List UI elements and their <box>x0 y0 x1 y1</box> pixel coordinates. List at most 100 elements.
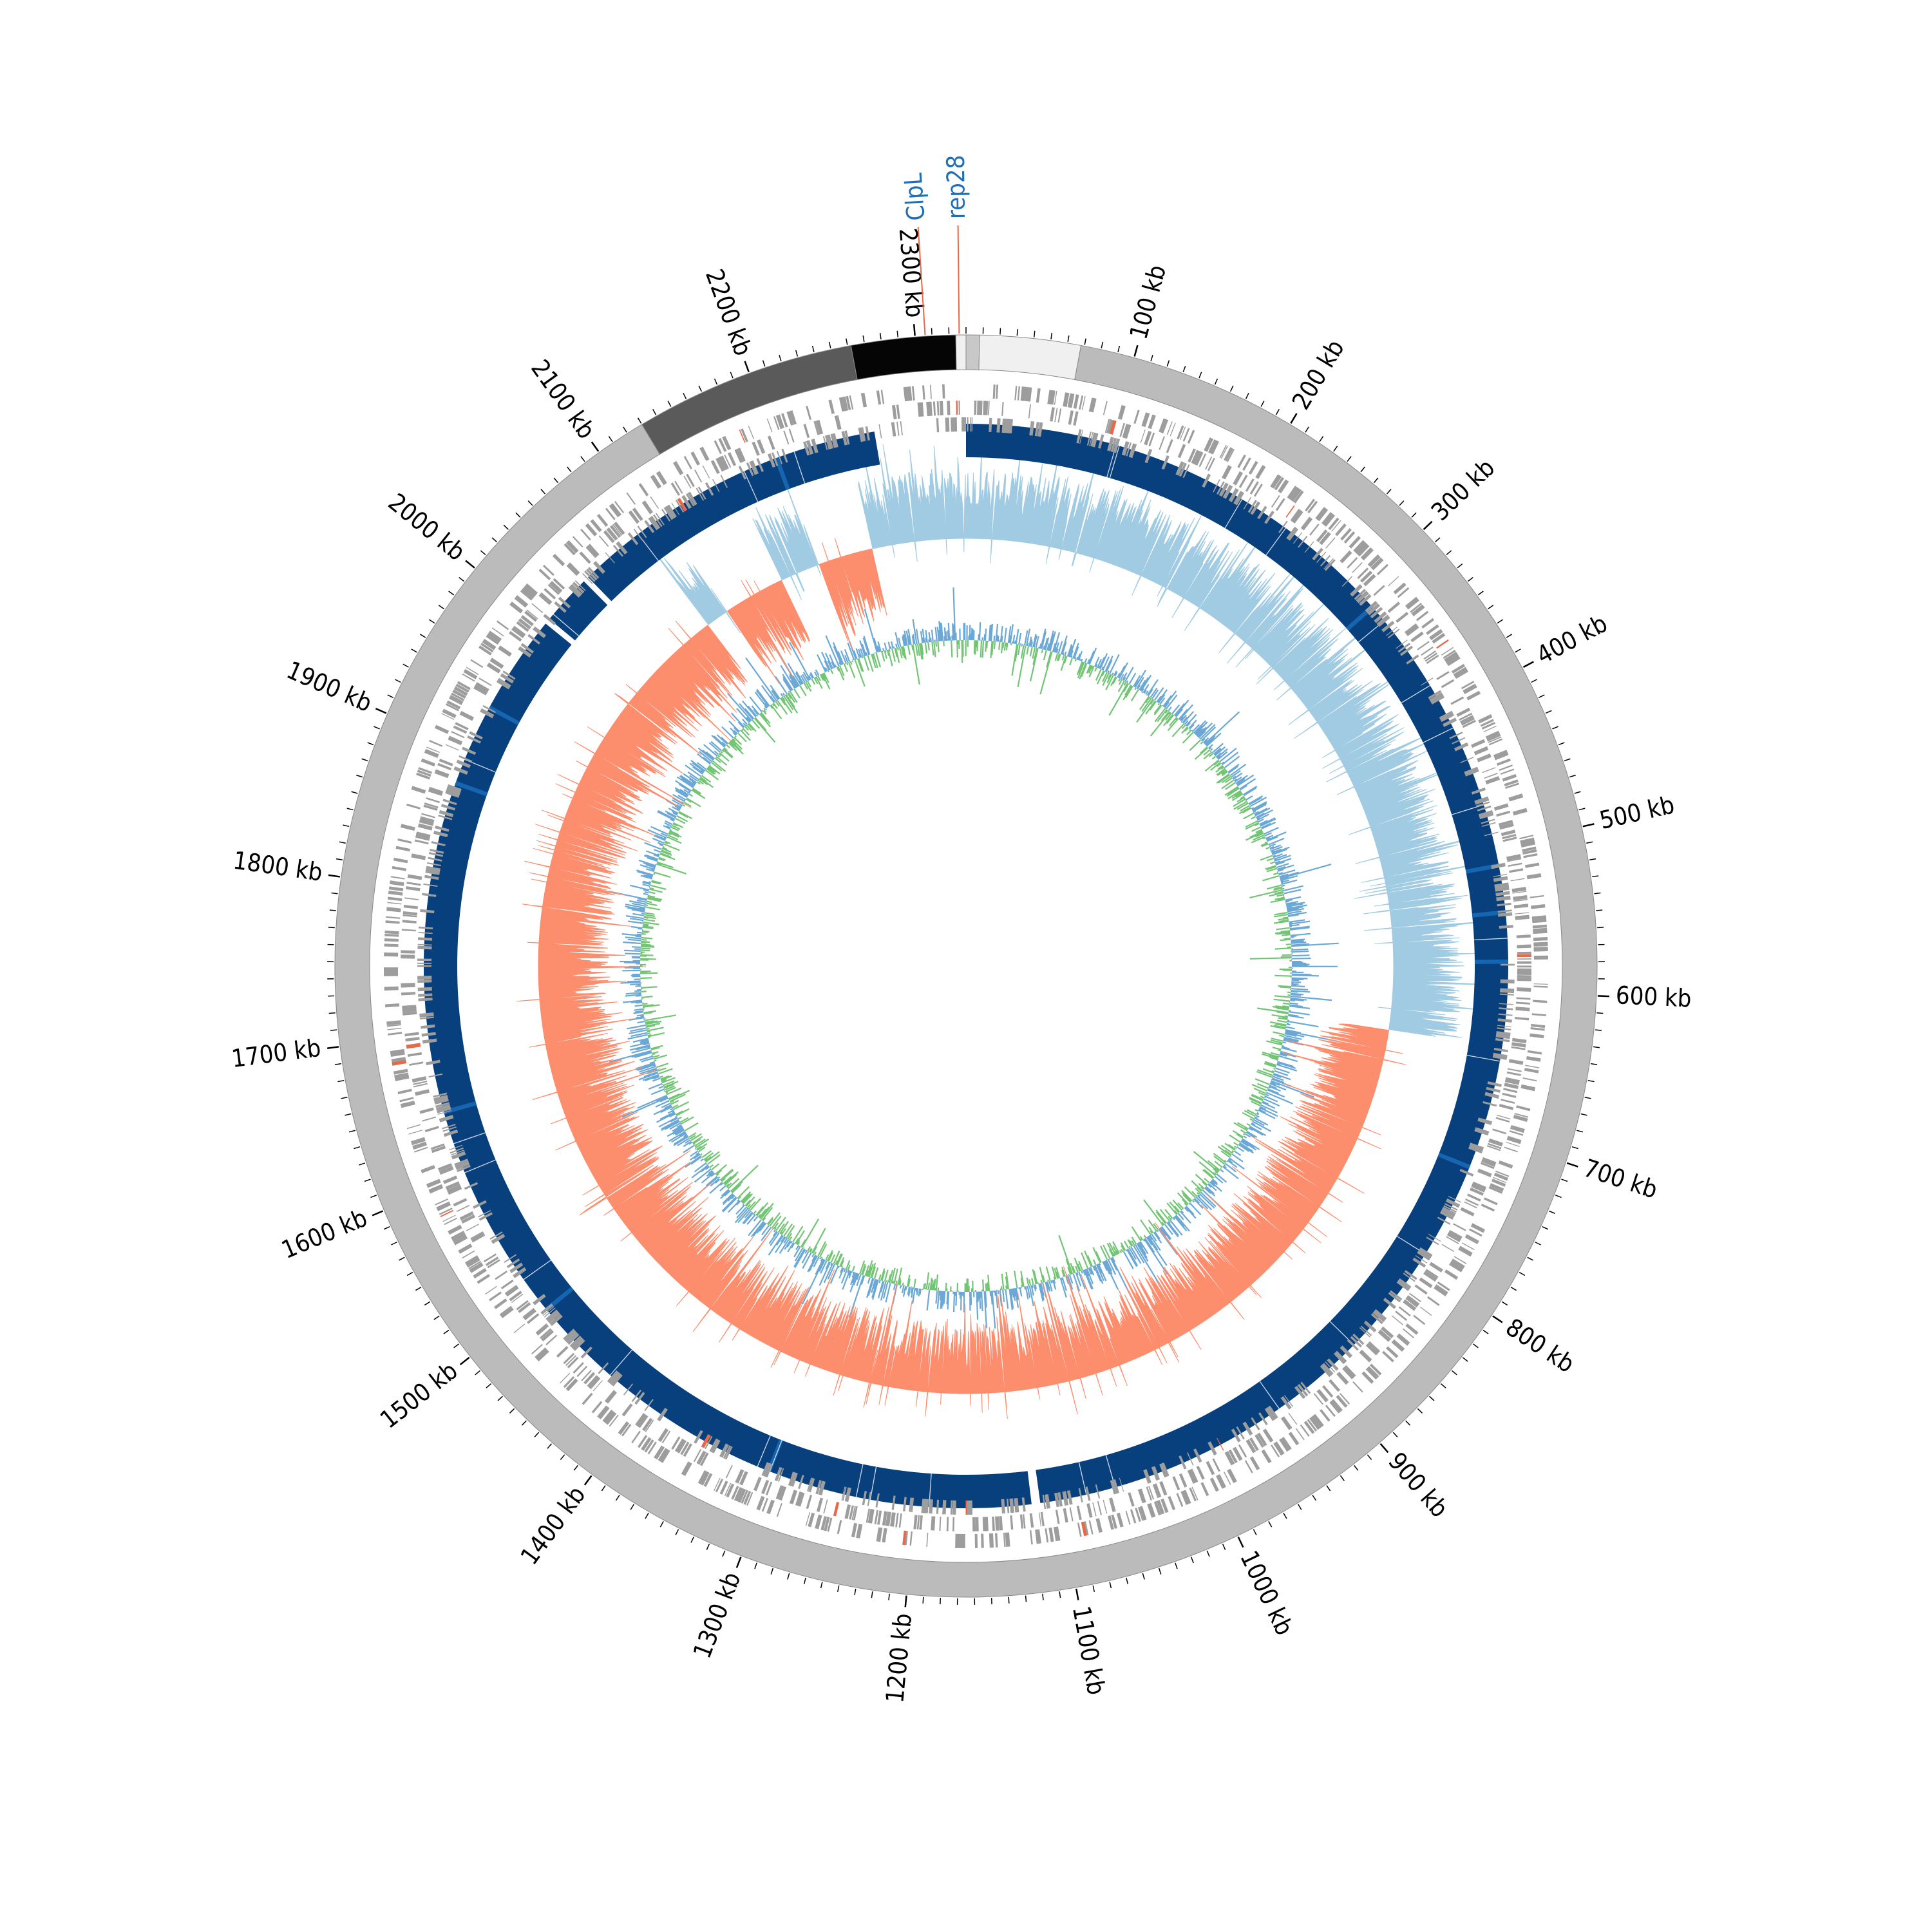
cds-feature <box>470 659 484 668</box>
blast-gap-line <box>1473 938 1508 941</box>
cds-feature <box>1119 422 1125 437</box>
cds-feature <box>885 1511 891 1526</box>
cds-feature <box>834 415 842 430</box>
cds-feature <box>414 1146 428 1153</box>
cds-feature <box>442 1175 458 1184</box>
minor-tick <box>356 774 363 778</box>
cds-feature <box>585 568 598 581</box>
cds-feature <box>1495 1170 1510 1177</box>
minor-tick <box>683 393 687 399</box>
cds-feature <box>1356 543 1370 557</box>
cds-feature <box>413 1081 428 1085</box>
cds-feature <box>1533 931 1548 934</box>
cds-feature <box>909 1531 913 1546</box>
cds-feature <box>453 766 468 775</box>
minor-tick <box>795 350 799 357</box>
cds-feature <box>1522 1077 1537 1082</box>
cds-feature <box>412 1141 428 1150</box>
cds-feature <box>478 645 492 656</box>
cds-feature <box>1235 491 1244 506</box>
cds-feature <box>1524 862 1540 868</box>
cds-feature <box>417 823 433 831</box>
blast-gap-line <box>638 533 659 562</box>
cds-feature <box>673 460 684 475</box>
cds-feature <box>583 1372 596 1385</box>
cds-feature <box>414 839 429 845</box>
cds-feature <box>428 786 444 795</box>
cds-feature <box>699 446 710 461</box>
cds-feature <box>411 853 426 860</box>
cds-feature <box>573 582 585 593</box>
cds-feature <box>1073 394 1079 409</box>
cds-feature <box>567 1333 580 1345</box>
cds-feature <box>402 920 417 923</box>
cds-feature <box>1045 1528 1049 1543</box>
cds-feature <box>412 1076 427 1083</box>
cds-feature <box>1471 739 1486 748</box>
cds-feature <box>725 1464 733 1479</box>
cds-feature <box>1073 411 1079 426</box>
cds-feature <box>634 1392 645 1405</box>
cds-feature <box>1352 1381 1363 1393</box>
cds-feature <box>967 1500 971 1515</box>
cds-feature <box>1209 1477 1219 1492</box>
cds-feature <box>417 965 432 967</box>
cds-feature <box>877 1510 882 1525</box>
cds-feature <box>950 1500 952 1515</box>
minor-tick <box>1354 1464 1359 1471</box>
cds-feature <box>1298 536 1308 548</box>
cds-feature <box>765 1481 773 1496</box>
minor-tick <box>509 1408 515 1414</box>
cds-feature <box>558 596 571 609</box>
cds-feature <box>446 1184 462 1193</box>
minor-tick <box>370 1195 377 1198</box>
cds-feature <box>1285 505 1295 518</box>
blast-gap-line <box>1401 685 1430 703</box>
cds-feature <box>828 434 833 449</box>
cds-feature <box>386 916 401 919</box>
minor-tick <box>1452 1370 1457 1376</box>
minor-tick <box>348 1130 355 1133</box>
cds-feature <box>1357 592 1369 603</box>
cds-feature <box>1159 418 1168 433</box>
cds-feature <box>1443 1205 1457 1213</box>
cds-feature <box>1324 559 1336 571</box>
cds-feature <box>1527 1050 1542 1055</box>
cds-feature <box>1300 1424 1310 1437</box>
cds-feature <box>462 673 475 682</box>
tick-label-1800: 1800 kb <box>231 846 324 887</box>
minor-tick <box>754 1562 757 1569</box>
cds-feature <box>1497 1027 1511 1030</box>
cds-feature <box>802 441 810 456</box>
cds-feature <box>781 413 788 428</box>
cds-feature <box>464 1182 478 1190</box>
cds-feature <box>833 433 838 448</box>
cds-feature <box>1448 1229 1463 1240</box>
cds-feature <box>738 466 746 480</box>
cds-feature <box>1499 1104 1514 1110</box>
cds-feature <box>1065 392 1070 408</box>
cds-feature <box>685 493 695 507</box>
cds-feature <box>724 454 732 468</box>
minor-tick <box>1347 456 1352 462</box>
cds-feature <box>1483 725 1497 733</box>
cds-feature <box>1359 1349 1372 1363</box>
cds-feature <box>1003 1532 1006 1548</box>
cds-feature <box>771 452 779 466</box>
cds-feature <box>1500 963 1515 966</box>
cds-feature <box>645 1419 654 1432</box>
cds-feature <box>461 1214 475 1224</box>
cds-feature <box>1350 1336 1362 1348</box>
cds-feature <box>1069 393 1075 408</box>
cds-feature <box>1019 1514 1024 1529</box>
cds-feature <box>605 552 615 564</box>
cds-feature <box>1515 1017 1530 1021</box>
cds-feature <box>739 429 746 443</box>
cds-feature <box>387 1027 402 1030</box>
blast-gap-line <box>793 451 806 484</box>
minor-tick <box>1333 446 1338 452</box>
cds-feature <box>406 1043 421 1049</box>
cds-feature <box>712 478 720 493</box>
cds-feature <box>862 427 866 441</box>
